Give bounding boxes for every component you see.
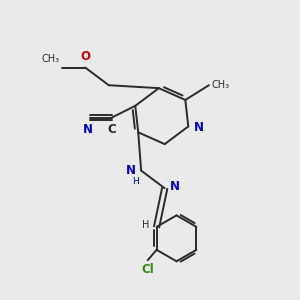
Text: H: H [133, 177, 139, 186]
Text: O: O [80, 50, 90, 63]
Text: N: N [194, 122, 204, 134]
Text: H: H [142, 220, 149, 230]
Text: N: N [126, 164, 136, 177]
Text: N: N [170, 180, 180, 193]
Text: N: N [83, 123, 93, 136]
Text: CH₃: CH₃ [41, 54, 59, 64]
Text: CH₃: CH₃ [211, 80, 230, 90]
Text: Cl: Cl [141, 263, 154, 276]
Text: C: C [107, 123, 116, 136]
